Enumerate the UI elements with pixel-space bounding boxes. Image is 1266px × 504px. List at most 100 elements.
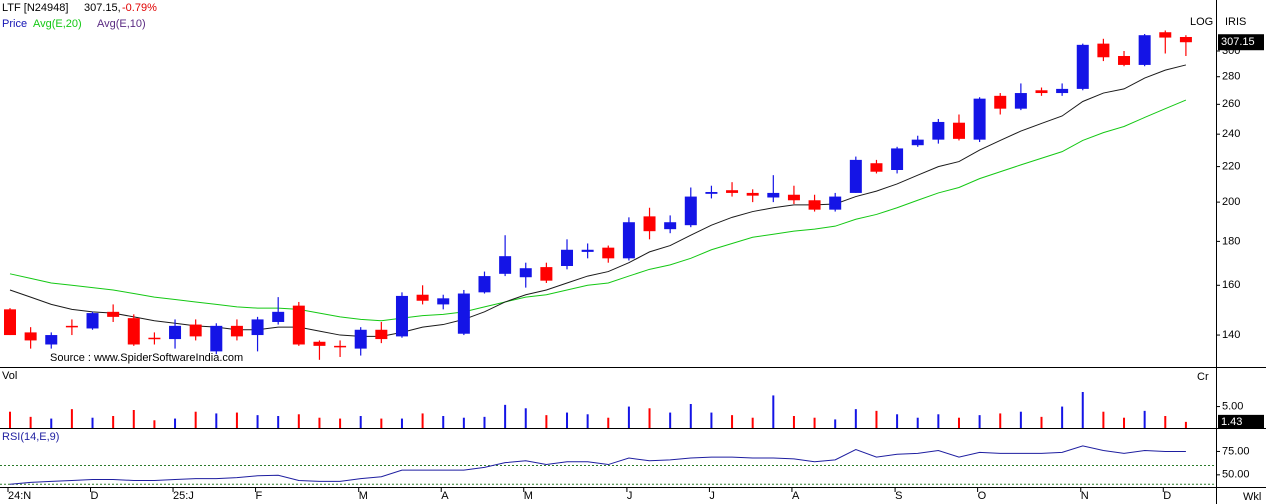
candle-body [705,192,718,194]
rsi-line [9,445,1186,485]
last-price: 307.15, [84,2,121,14]
candle-body [726,190,739,193]
candle-body [24,332,37,341]
volume-bar [772,395,775,428]
last-volume-label: 1.43 [1221,416,1242,428]
timeframe: Wkl [1243,491,1261,503]
volume-bar [174,418,177,428]
volume-bar [731,415,734,428]
candle-body [169,325,182,340]
volume-bar [235,412,238,428]
volume-bar [277,416,280,428]
candle-body [86,313,99,329]
candle-body [1159,32,1172,38]
volume-bar [1184,421,1187,428]
volume-bar [297,414,300,428]
candle-body [952,122,965,139]
volume-bar [957,417,960,428]
x-tick-label: 24:N [8,490,31,502]
rsi-title: RSI(14,E,9) [2,431,59,443]
x-tick-label: N [1081,490,1089,502]
volume-bar [1123,417,1126,428]
x-tick-label: O [978,490,987,502]
volume-bar [153,420,156,428]
volume-bar [669,412,672,428]
candle-body [1118,56,1131,65]
volume-bar [937,414,940,428]
candle-body [891,148,904,171]
candle-body [622,222,635,259]
volume-bar [70,409,73,428]
brand: IRIS [1225,16,1246,28]
candle-body [1014,93,1027,109]
volume-bar [1019,411,1022,428]
candle-body [519,268,532,278]
candle-body [1056,88,1069,94]
volume-bar [132,410,135,428]
candle-body [4,309,16,336]
volume-bar [256,415,259,428]
volume-bar [380,418,383,428]
volume-bar [442,416,445,428]
candle-body [437,298,450,305]
candle-body [911,139,924,146]
candle-body [1035,90,1048,94]
x-tick-label: D [91,490,99,502]
candle-body [230,325,243,337]
candle-body [1179,36,1192,43]
candle-body [395,295,408,337]
candle-body [65,325,78,328]
volume-bar [751,417,754,428]
candle-body [561,249,574,266]
volume-bar [1102,411,1105,428]
candle-body [499,256,512,274]
candle-body [210,325,223,352]
candle-body [148,337,161,340]
candle-body [107,311,120,317]
x-tick-label: A [441,490,449,502]
candle-body [994,95,1007,109]
x-tick-label: F [256,490,263,502]
candle-body [1138,35,1151,65]
candle-body [292,305,305,345]
last-price-label: 307.15 [1221,36,1255,48]
volume-bar [566,412,569,428]
candle-body [416,294,429,301]
volume-bar [978,415,981,428]
candle-body [540,267,553,281]
volume-bar [215,413,218,428]
candle-body [664,222,677,230]
candle-body [313,341,326,346]
y-tick-label: 5.00 [1222,400,1243,412]
source: Source : www.SpiderSoftwareIndia.com [50,352,243,364]
volume-bar [483,416,486,428]
scale-label: LOG [1190,16,1213,28]
volume-bar [627,406,630,428]
volume-bar [792,416,795,428]
moving-average [9,99,1187,322]
y-tick-label: 220 [1222,161,1240,173]
change: -0.79% [122,2,157,14]
candle-body [581,249,594,252]
candle-body [849,159,862,193]
x-tick-label: 25:J [173,490,194,502]
x-tick-label: M [359,490,368,502]
volume-bar [524,408,527,428]
last-price-box [1218,34,1264,51]
volume-bar [50,418,53,428]
volume-bar [586,414,589,428]
volume-bar [9,411,11,428]
volume-bar [29,416,32,428]
volume-title: Vol [2,370,17,382]
candle-body [932,121,945,140]
volume-bar [1081,392,1084,428]
volume-bar [339,418,342,428]
moving-average [9,64,1187,337]
candle-body [189,324,202,337]
volume-bar [421,413,424,428]
candle-body [375,329,388,340]
volume-bar [400,418,403,428]
volume-bar [648,408,651,428]
candle-body [457,293,470,334]
